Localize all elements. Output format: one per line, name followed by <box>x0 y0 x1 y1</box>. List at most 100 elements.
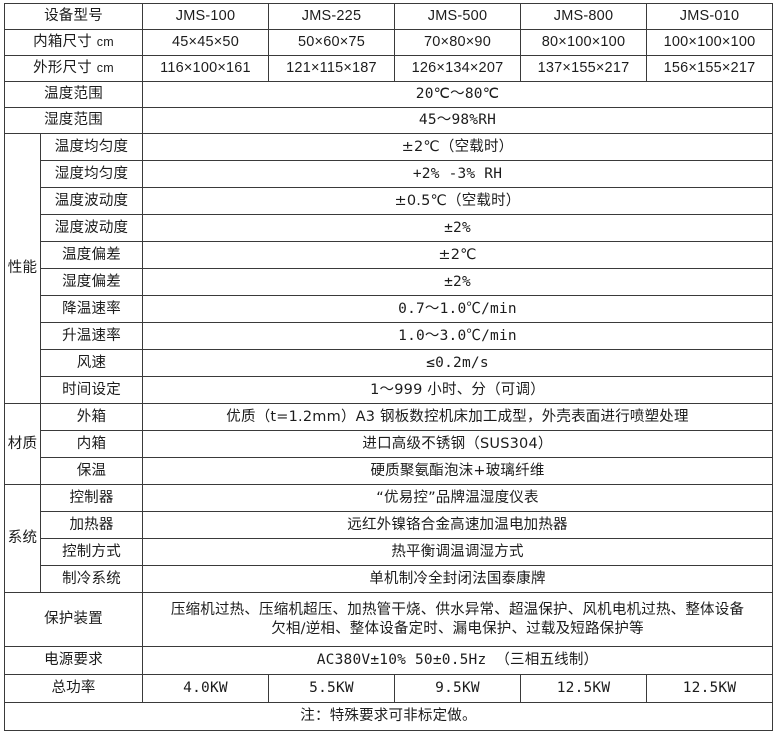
perf-label-8: 风速 <box>40 349 143 377</box>
humi-range-value: 45～98%RH <box>142 107 773 134</box>
perf-label-1: 湿度均匀度 <box>40 160 143 188</box>
sys-label-2: 控制方式 <box>40 538 143 566</box>
table-row-perf-5: 湿度偏差 ±2% <box>5 268 773 296</box>
sys-value-1: 远红外镍铬合金高速加温电加热器 <box>142 511 773 539</box>
sys-value-3: 单机制冷全封闭法国泰康牌 <box>142 565 773 593</box>
table-row-perf-3: 湿度波动度 ±2% <box>5 214 773 242</box>
perf-value-5: ±2% <box>142 268 773 296</box>
perf-label-3: 湿度波动度 <box>40 214 143 242</box>
outer-size-cell-2: 121×115×187 <box>268 55 395 82</box>
model-cell-4: JMS-800 <box>520 3 647 30</box>
total-power-cell-5: 12.5KW <box>646 674 773 703</box>
outer-size-label: 外形尺寸 <box>33 60 92 77</box>
temp-range-value: 20℃～80℃ <box>142 81 773 108</box>
row-label-protection: 保护装置 <box>4 592 143 647</box>
table-row-mat-2: 保温 硬质聚氨酯泡沫+玻璃纤维 <box>5 457 773 485</box>
row-label-total-power: 总功率 <box>4 674 143 703</box>
sys-value-2: 热平衡调温调湿方式 <box>142 538 773 566</box>
model-cell-2: JMS-225 <box>268 3 395 30</box>
table-row-total-power: 总功率 4.0KW 5.5KW 9.5KW 12.5KW 12.5KW <box>4 674 773 703</box>
power-requirement-value: AC380V±10% 50±0.5Hz （三相五线制） <box>142 646 773 675</box>
row-label-temp-range: 温度范围 <box>4 81 143 108</box>
table-row-inner-size: 内箱尺寸 cm 45×45×50 50×60×75 70×80×90 80×10… <box>4 29 773 56</box>
perf-value-8: ≤0.2m/s <box>142 349 773 377</box>
table-row-perf-7: 升温速率 1.0～3.0℃/min <box>5 322 773 350</box>
table-row-perf-4: 温度偏差 ±2℃ <box>5 241 773 269</box>
row-label-humi-range: 湿度范围 <box>4 107 143 134</box>
perf-value-7: 1.0～3.0℃/min <box>142 322 773 350</box>
outer-size-cell-3: 126×134×207 <box>394 55 521 82</box>
perf-value-2: ±0.5℃（空载时） <box>142 187 773 215</box>
perf-value-1: +2% -3% RH <box>142 160 773 188</box>
perf-label-6: 降温速率 <box>40 295 143 323</box>
total-power-cell-4: 12.5KW <box>520 674 647 703</box>
mat-value-0: 优质（t=1.2mm）A3 钢板数控机床加工成型，外壳表面进行喷塑处理 <box>142 403 773 431</box>
table-row-mat-1: 内箱 进口高级不锈钢（SUS304） <box>5 430 773 458</box>
table-row-perf-9: 时间设定 1～999 小时、分（可调） <box>5 376 773 404</box>
table-row-note: 注：特殊要求可非标定做。 <box>4 702 773 731</box>
outer-size-unit: cm <box>96 61 114 76</box>
perf-label-9: 时间设定 <box>40 376 143 404</box>
table-row-sys-1: 加热器 远红外镍铬合金高速加温电加热器 <box>5 511 773 539</box>
inner-size-cell-4: 80×100×100 <box>520 29 647 56</box>
specification-table: 设备型号 JMS-100 JMS-225 JMS-500 JMS-800 JMS… <box>4 3 773 731</box>
table-row-sys-0: 系统 控制器 “优易控”品牌温湿度仪表 <box>4 484 773 593</box>
table-row-protection: 保护装置 压缩机过热、压缩机超压、加热管干烧、供水异常、超温保护、风机电机过热、… <box>4 592 773 647</box>
sys-label-0: 控制器 <box>40 484 143 512</box>
outer-size-cell-1: 116×100×161 <box>142 55 269 82</box>
inner-size-unit: cm <box>96 35 114 50</box>
row-label-outer-size: 外形尺寸 cm <box>4 55 143 82</box>
mat-label-0: 外箱 <box>40 403 143 431</box>
protection-line-2: 欠相/逆相、整体设备定时、漏电保护、过载及短路保护等 <box>271 620 644 637</box>
inner-size-cell-2: 50×60×75 <box>268 29 395 56</box>
inner-size-cell-1: 45×45×50 <box>142 29 269 56</box>
model-cell-1: JMS-100 <box>142 3 269 30</box>
model-cell-5: JMS-010 <box>646 3 773 30</box>
table-row-perf-2: 温度波动度 ±0.5℃（空载时） <box>5 187 773 215</box>
row-label-power-requirement: 电源要求 <box>4 646 143 675</box>
perf-label-7: 升温速率 <box>40 322 143 350</box>
perf-value-0: ±2℃（空载时） <box>142 133 773 161</box>
sys-label-1: 加热器 <box>40 511 143 539</box>
inner-size-label: 内箱尺寸 <box>33 34 92 51</box>
perf-label-0: 温度均匀度 <box>40 133 143 161</box>
row-label-inner-size: 内箱尺寸 cm <box>4 29 143 56</box>
total-power-cell-1: 4.0KW <box>142 674 269 703</box>
perf-value-3: ±2% <box>142 214 773 242</box>
table-row-mat-0: 材质 外箱 优质（t=1.2mm）A3 钢板数控机床加工成型，外壳表面进行喷塑处… <box>4 403 773 485</box>
sys-value-0: “优易控”品牌温湿度仪表 <box>142 484 773 512</box>
protection-line-1: 压缩机过热、压缩机超压、加热管干烧、供水异常、超温保护、风机电机过热、整体设备 <box>170 602 745 619</box>
table-row-power-requirement: 电源要求 AC380V±10% 50±0.5Hz （三相五线制） <box>4 646 773 675</box>
spec-sheet: 设备型号 JMS-100 JMS-225 JMS-500 JMS-800 JMS… <box>4 3 773 731</box>
table-row-temp-range: 温度范围 20℃～80℃ <box>4 81 773 108</box>
table-row-model: 设备型号 JMS-100 JMS-225 JMS-500 JMS-800 JMS… <box>4 3 773 30</box>
table-row-sys-3: 制冷系统 单机制冷全封闭法国泰康牌 <box>5 565 773 593</box>
mat-label-2: 保温 <box>40 457 143 485</box>
category-system: 系统 <box>4 484 41 593</box>
perf-value-6: 0.7～1.0℃/min <box>142 295 773 323</box>
inner-size-cell-5: 100×100×100 <box>646 29 773 56</box>
perf-value-9: 1～999 小时、分（可调） <box>142 376 773 404</box>
perf-label-5: 湿度偏差 <box>40 268 143 296</box>
inner-size-cell-3: 70×80×90 <box>394 29 521 56</box>
sys-label-3: 制冷系统 <box>40 565 143 593</box>
table-row-outer-size: 外形尺寸 cm 116×100×161 121×115×187 126×134×… <box>4 55 773 82</box>
row-label-model: 设备型号 <box>4 3 143 30</box>
total-power-cell-3: 9.5KW <box>394 674 521 703</box>
mat-value-2: 硬质聚氨酯泡沫+玻璃纤维 <box>142 457 773 485</box>
protection-value: 压缩机过热、压缩机超压、加热管干烧、供水异常、超温保护、风机电机过热、整体设备欠… <box>142 592 773 647</box>
table-row-perf-1: 湿度均匀度 +2% -3% RH <box>5 160 773 188</box>
model-cell-3: JMS-500 <box>394 3 521 30</box>
table-row-perf-6: 降温速率 0.7～1.0℃/min <box>5 295 773 323</box>
perf-label-2: 温度波动度 <box>40 187 143 215</box>
perf-label-4: 温度偏差 <box>40 241 143 269</box>
table-row-perf-8: 风速 ≤0.2m/s <box>5 349 773 377</box>
total-power-cell-2: 5.5KW <box>268 674 395 703</box>
mat-label-1: 内箱 <box>40 430 143 458</box>
mat-value-1: 进口高级不锈钢（SUS304） <box>142 430 773 458</box>
table-row-humi-range: 湿度范围 45～98%RH <box>4 107 773 134</box>
table-row-sys-2: 控制方式 热平衡调温调湿方式 <box>5 538 773 566</box>
table-row-perf-0: 性能 温度均匀度 ±2℃（空载时） <box>4 133 773 404</box>
outer-size-cell-4: 137×155×217 <box>520 55 647 82</box>
category-material: 材质 <box>4 403 41 485</box>
